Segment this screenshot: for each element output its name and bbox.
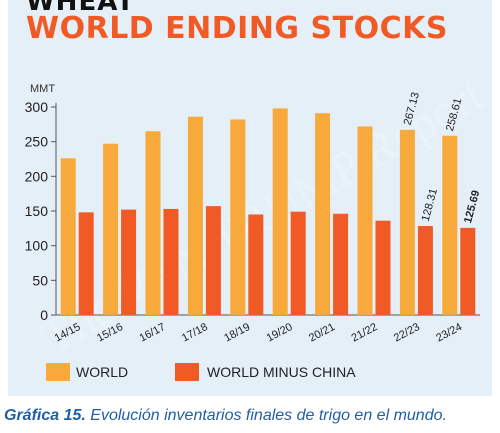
chart-title-top: WHEAT: [26, 0, 136, 17]
bar-world-minus-china-22-23: [417, 226, 433, 315]
bar-world-16-17: [145, 131, 161, 315]
x-tick-label: 16/17: [137, 321, 167, 345]
bar-world-minus-china-19-20: [290, 211, 306, 315]
y-tick-label: 150: [25, 203, 49, 219]
legend-label: WORLD: [76, 364, 128, 380]
x-tick-label: 20/21: [307, 321, 337, 345]
chart-title: WORLD ENDING STOCKS: [26, 11, 448, 46]
y-tick-label: 0: [40, 307, 48, 323]
caption-text: Evolución inventarios finales de trigo e…: [90, 407, 447, 424]
y-tick-label: 250: [25, 134, 49, 150]
bar-world-15-16: [103, 143, 119, 315]
x-tick-label: 22/23: [392, 321, 422, 345]
legend-swatch-world: [46, 363, 70, 381]
bar-chart: The VAN TRUMP Report MMT0501001502002503…: [24, 83, 483, 381]
bar-world-minus-china-23-24: [460, 227, 476, 315]
bar-world-21-22: [357, 126, 373, 315]
figure-caption: Gráfica 15. Evolución inventarios finale…: [4, 407, 500, 425]
y-tick-label: 200: [25, 168, 49, 184]
x-tick-label: 18/19: [222, 321, 252, 345]
bar-world-minus-china-21-22: [375, 220, 391, 315]
legend-label: WORLD MINUS CHINA: [207, 364, 356, 380]
x-tick-label: 17/18: [180, 321, 210, 345]
data-label: 125.69: [462, 189, 482, 225]
bar-world-minus-china-17-18: [205, 206, 221, 315]
caption-label: Gráfica 15.: [4, 407, 86, 424]
y-tick-label: 50: [32, 272, 48, 288]
bar-world-14-15: [60, 158, 76, 315]
bar-world-minus-china-14-15: [78, 212, 94, 315]
x-tick-label: 19/20: [265, 321, 295, 345]
legend-swatch-world-minus-china: [175, 363, 199, 381]
bar-world-minus-china-16-17: [163, 208, 179, 315]
y-axis-title: MMT: [30, 83, 55, 95]
bar-world-23-24: [442, 135, 458, 315]
bar-world-18-19: [230, 119, 246, 315]
y-tick-label: 300: [25, 99, 49, 115]
bar-world-19-20: [272, 108, 288, 316]
bar-world-minus-china-15-16: [121, 209, 137, 315]
bar-world-minus-china-18-19: [248, 214, 264, 315]
bar-world-22-23: [399, 129, 415, 315]
data-label: 128.31: [420, 187, 440, 223]
bar-world-17-18: [187, 116, 203, 315]
y-tick-label: 100: [25, 238, 49, 254]
bar-world-20-21: [315, 113, 331, 316]
x-tick-label: 23/24: [434, 321, 464, 345]
x-tick-label: 21/22: [349, 321, 379, 345]
bar-world-minus-china-20-21: [333, 213, 349, 315]
